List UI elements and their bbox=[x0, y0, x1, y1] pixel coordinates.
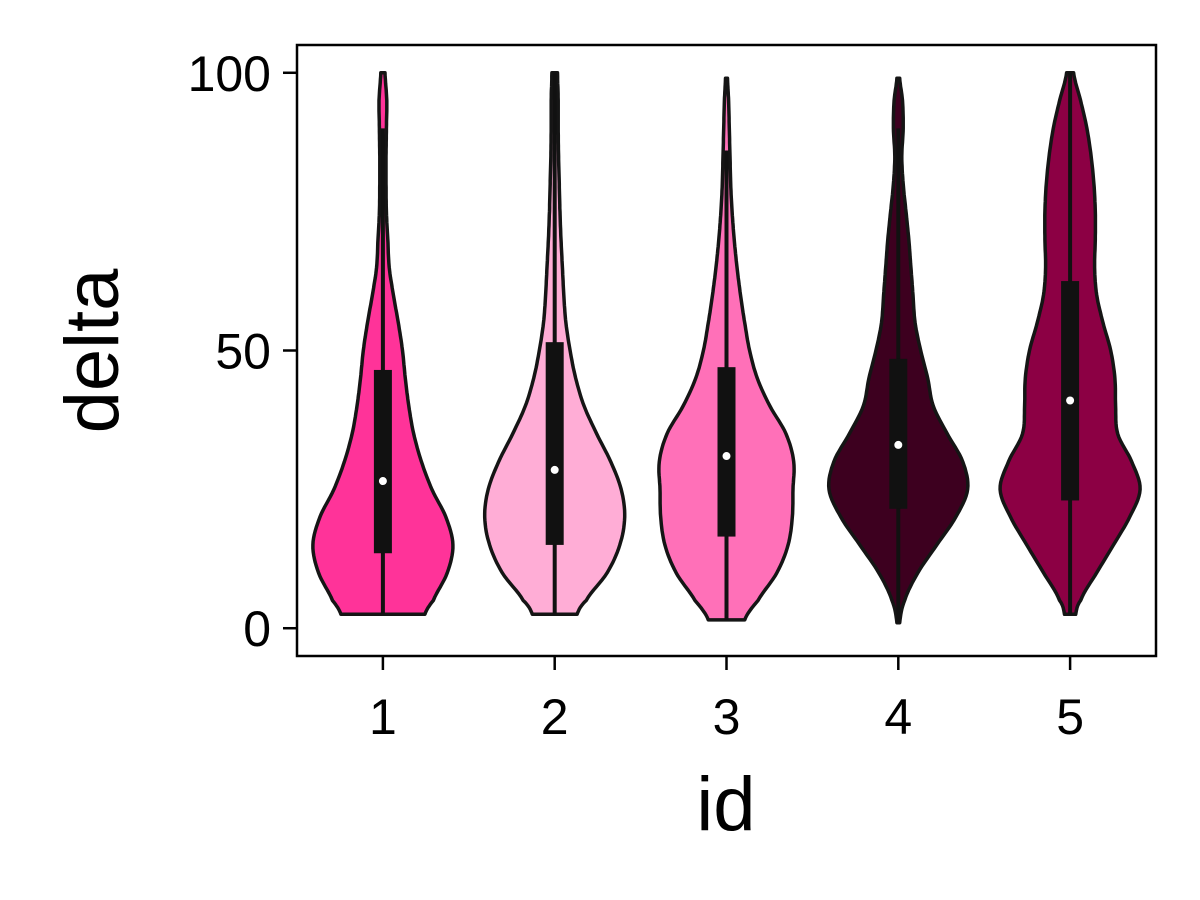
violin-4 bbox=[826, 76, 970, 625]
x-tick-label-5: 5 bbox=[1056, 689, 1084, 745]
violin-median-5 bbox=[1066, 396, 1075, 405]
x-tick-label-2: 2 bbox=[541, 689, 569, 745]
x-axis: 1 2 3 4 5 bbox=[369, 656, 1084, 745]
violin-iqr-box-1 bbox=[373, 369, 392, 554]
y-axis: 0 50 100 bbox=[188, 46, 297, 657]
violin-iqr-box-4 bbox=[889, 358, 908, 509]
violin-2 bbox=[482, 71, 627, 617]
violin-iqr-box-5 bbox=[1061, 281, 1080, 501]
violin-3 bbox=[657, 76, 796, 622]
violin-iqr-box-2 bbox=[545, 342, 564, 545]
x-tick-label-4: 4 bbox=[884, 689, 912, 745]
x-axis-title: id bbox=[696, 762, 755, 847]
x-tick-label-3: 3 bbox=[713, 689, 741, 745]
violins-layer bbox=[311, 71, 1142, 625]
y-tick-label-0: 0 bbox=[243, 601, 271, 657]
violin-median-4 bbox=[894, 440, 903, 449]
violin-1 bbox=[311, 71, 455, 617]
violin-median-3 bbox=[722, 452, 731, 461]
y-axis-title: delta bbox=[50, 268, 135, 434]
x-tick-label-1: 1 bbox=[369, 689, 397, 745]
y-tick-label-100: 100 bbox=[188, 46, 271, 102]
y-tick-label-50: 50 bbox=[215, 324, 271, 380]
violin-median-1 bbox=[378, 477, 387, 486]
violin-5 bbox=[998, 71, 1142, 617]
violin-iqr-box-3 bbox=[717, 367, 736, 537]
violin-median-2 bbox=[550, 465, 559, 474]
